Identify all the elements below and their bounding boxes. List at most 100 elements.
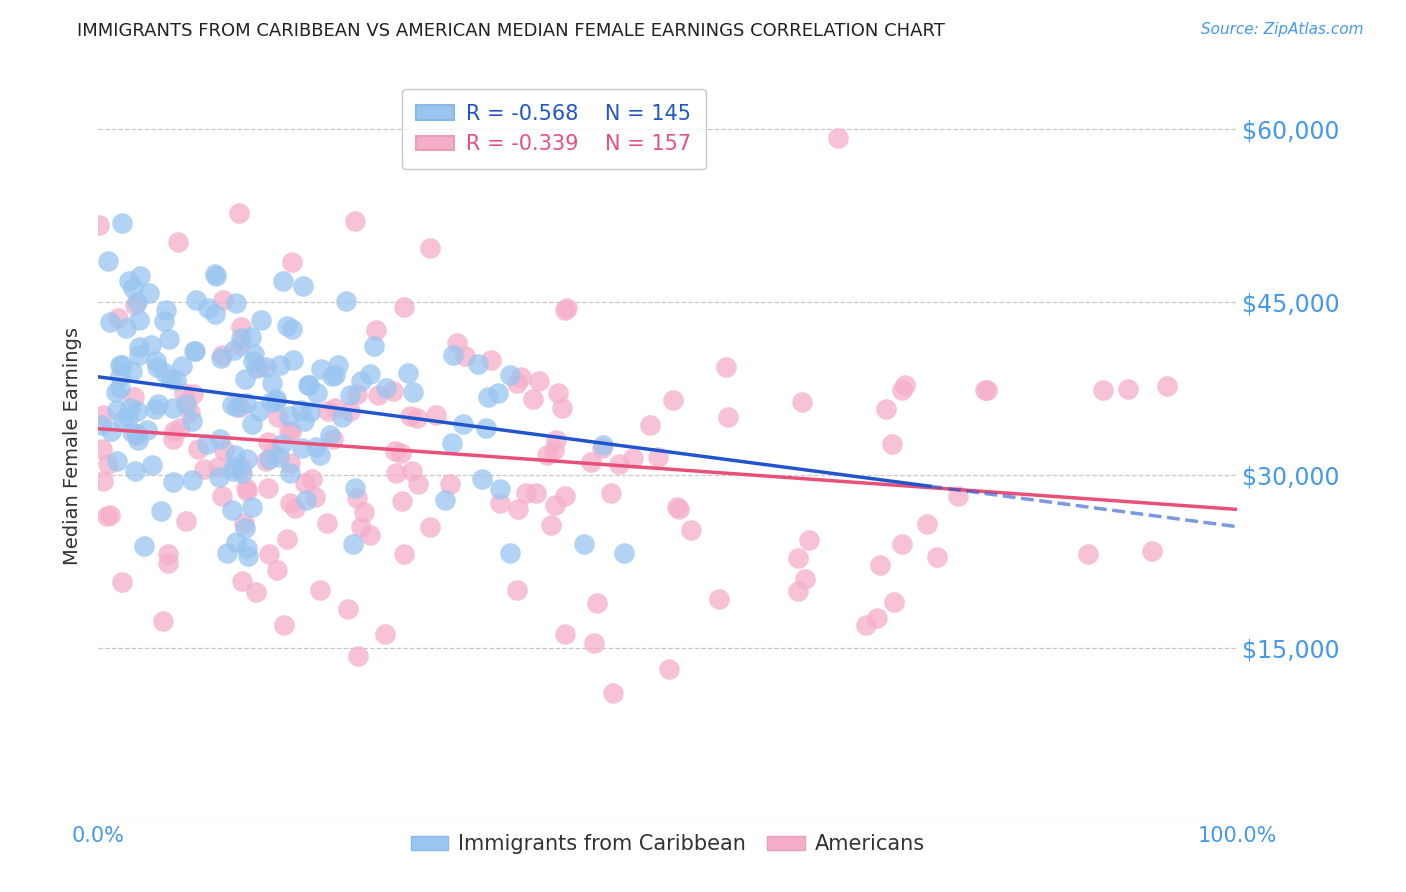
Point (498, 546, 520, 560)
Point (238, 549, 260, 563)
Point (226, 400, 249, 414)
Point (121, 280, 143, 294)
Point (127, 433, 149, 447)
Point (319, 428, 342, 442)
Point (117, 409, 139, 424)
Point (716, 409, 738, 424)
Point (276, 532, 298, 546)
Point (98, 315, 121, 329)
Point (298, 405, 321, 419)
Point (323, 368, 346, 383)
Point (405, 411, 427, 425)
Point (446, 335, 468, 350)
Point (138, 285, 160, 300)
Point (150, 504, 173, 518)
Point (110, 381, 132, 395)
Point (146, 359, 169, 374)
Point (454, 349, 477, 363)
Point (326, 359, 349, 373)
Point (245, 584, 267, 599)
Point (290, 403, 312, 417)
Point (211, 348, 233, 362)
Point (880, 436, 903, 450)
Point (118, 401, 141, 416)
Point (284, 501, 307, 516)
Point (621, 451, 644, 466)
Point (363, 339, 385, 353)
Point (335, 294, 357, 309)
Point (609, 457, 631, 471)
Point (346, 386, 368, 401)
Point (209, 351, 232, 366)
Point (146, 397, 169, 411)
Point (392, 548, 415, 562)
Point (304, 440, 326, 454)
Point (229, 337, 252, 351)
Point (505, 582, 527, 597)
Point (554, 302, 576, 317)
Point (309, 583, 332, 598)
Point (572, 537, 595, 551)
Point (193, 461, 215, 475)
Point (668, 501, 690, 516)
Point (657, 662, 679, 676)
Point (554, 489, 576, 503)
Point (222, 343, 245, 357)
Point (336, 602, 359, 616)
Point (477, 390, 499, 404)
Point (225, 535, 247, 549)
Point (277, 425, 299, 439)
Point (339, 404, 361, 418)
Point (195, 437, 218, 451)
Point (374, 627, 396, 641)
Point (875, 402, 897, 417)
Point (278, 467, 301, 481)
Point (262, 376, 284, 391)
Point (557, 301, 579, 315)
Point (183, 343, 205, 358)
Point (111, 574, 134, 589)
Point (647, 450, 669, 464)
Point (792, 395, 814, 409)
Point (236, 452, 259, 467)
Point (162, 432, 184, 446)
Point (344, 214, 367, 228)
Point (295, 493, 318, 508)
Point (946, 489, 969, 503)
Point (301, 473, 323, 487)
Point (344, 481, 367, 495)
Point (391, 494, 413, 508)
Point (105, 454, 128, 468)
Point (259, 547, 281, 561)
Point (292, 278, 315, 293)
Point (389, 446, 412, 460)
Point (229, 461, 252, 475)
Point (551, 401, 574, 416)
Point (240, 417, 263, 431)
Point (112, 413, 135, 427)
Point (298, 377, 321, 392)
Point (134, 539, 156, 553)
Point (600, 486, 623, 500)
Point (321, 368, 343, 383)
Point (90, 417, 112, 432)
Point (169, 421, 191, 435)
Point (250, 313, 273, 327)
Point (267, 450, 290, 465)
Point (152, 614, 174, 628)
Point (236, 541, 259, 556)
Point (243, 347, 266, 361)
Point (240, 500, 263, 514)
Point (855, 618, 877, 632)
Point (209, 432, 232, 446)
Point (524, 486, 547, 500)
Point (381, 384, 404, 398)
Point (269, 358, 291, 372)
Point (166, 235, 188, 249)
Point (97, 458, 120, 472)
Point (122, 390, 145, 404)
Point (260, 395, 283, 409)
Point (543, 443, 565, 458)
Point (162, 424, 184, 438)
Point (486, 385, 509, 400)
